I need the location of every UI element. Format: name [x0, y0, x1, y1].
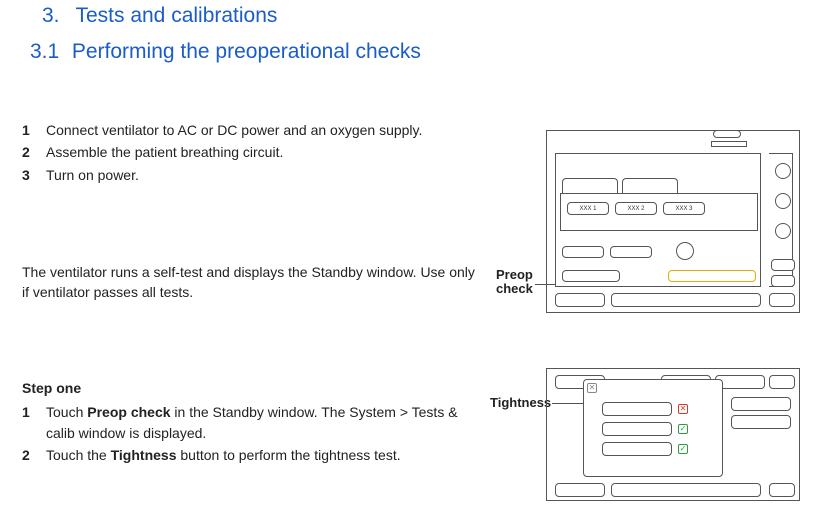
text-bold: Preop check	[87, 404, 170, 420]
diagram-tests-calib-window: ✕ ✕ ✓ ✓	[546, 368, 800, 501]
check-glyph: ✓	[680, 425, 687, 433]
dialog-panel: ✕ ✕ ✓ ✓	[583, 379, 723, 477]
check-glyph: ✓	[680, 445, 687, 453]
list-item: 2 Assemble the patient breathing circuit…	[22, 142, 482, 162]
hardware-button-icon	[775, 193, 791, 209]
test-row-button	[602, 442, 672, 456]
step-number: 2	[22, 142, 46, 162]
callout-preop-check: Preop check	[496, 268, 533, 295]
step-number: 1	[22, 402, 46, 443]
test-row-button	[602, 422, 672, 436]
step-text: Touch the Tightness button to perform th…	[46, 445, 482, 465]
screen-button	[562, 270, 620, 282]
text-post: button to perform the tightness test.	[176, 447, 400, 463]
step-number: 3	[22, 165, 46, 185]
callout-text: Tightness	[490, 395, 551, 410]
tab-button: XXX 1	[567, 202, 609, 215]
step-text: Touch Preop check in the Standby window.…	[46, 402, 482, 443]
screen-tab	[622, 178, 678, 194]
cross-glyph: ✕	[680, 405, 687, 413]
paragraph-text: The ventilator runs a self-test and disp…	[22, 262, 482, 303]
top-button	[769, 375, 795, 389]
step-text: Turn on power.	[46, 165, 482, 185]
text-pre: Touch	[46, 404, 87, 420]
text-bold: Tightness	[111, 447, 177, 463]
decoration-box	[713, 130, 741, 138]
status-pass-icon: ✓	[678, 424, 688, 434]
tab-button: XXX 2	[615, 202, 657, 215]
chapter-title: Tests and calibrations	[75, 4, 277, 27]
step-one-block: Step one 1 Touch Preop check in the Stan…	[22, 378, 482, 467]
step-one-heading: Step one	[22, 378, 482, 398]
section-title: Performing the preoperational checks	[72, 40, 421, 63]
step-number: 2	[22, 445, 46, 465]
selftest-paragraph: The ventilator runs a self-test and disp…	[22, 254, 482, 303]
list-item: 1 Touch Preop check in the Standby windo…	[22, 402, 482, 443]
bottom-button	[555, 293, 605, 307]
section-heading: 3.1 Performing the preoperational checks	[30, 40, 421, 64]
screen-field	[562, 246, 604, 258]
initial-steps-list: 1 Connect ventilator to AC or DC power a…	[22, 120, 482, 185]
preop-check-button	[668, 270, 756, 282]
list-item: 1 Connect ventilator to AC or DC power a…	[22, 120, 482, 140]
decoration-box	[711, 141, 747, 147]
step-one-list: 1 Touch Preop check in the Standby windo…	[22, 402, 482, 465]
side-field	[731, 415, 791, 429]
list-item: 2 Touch the Tightness button to perform …	[22, 445, 482, 465]
initial-steps-block: 1 Connect ventilator to AC or DC power a…	[22, 120, 482, 187]
callout-tightness: Tightness	[490, 396, 551, 410]
bottom-bar	[611, 293, 761, 307]
bottom-button	[555, 483, 605, 497]
chapter-heading: 3. Tests and calibrations	[42, 4, 277, 28]
callout-line2: check	[496, 281, 533, 296]
cross-glyph: ✕	[589, 384, 596, 392]
diagram-standby-window: XXX 1 XXX 2 XXX 3	[546, 130, 800, 313]
section-number: 3.1	[30, 40, 66, 64]
bottom-button	[769, 483, 795, 497]
bottom-bar	[611, 483, 761, 497]
screen-panel: XXX 1 XXX 2 XXX 3	[555, 153, 761, 287]
step-text: Connect ventilator to AC or DC power and…	[46, 120, 482, 140]
close-icon: ✕	[587, 383, 597, 393]
tab-button: XXX 3	[663, 202, 705, 215]
tab-panel: XXX 1 XXX 2 XXX 3	[560, 193, 758, 231]
list-item: 3 Turn on power.	[22, 165, 482, 185]
hardware-button-icon	[775, 223, 791, 239]
step-text: Assemble the patient breathing circuit.	[46, 142, 482, 162]
screen-tab	[562, 178, 618, 194]
text-pre: Touch the	[46, 447, 111, 463]
hardware-button	[771, 259, 795, 271]
screen-knob-icon	[676, 242, 694, 260]
screen-field	[610, 246, 652, 258]
status-pass-icon: ✓	[678, 444, 688, 454]
chapter-number: 3.	[42, 4, 70, 28]
side-field	[731, 397, 791, 411]
tightness-button	[602, 402, 672, 416]
step-number: 1	[22, 120, 46, 140]
status-fail-icon: ✕	[678, 404, 688, 414]
hardware-button	[771, 275, 795, 287]
hardware-button-icon	[775, 163, 791, 179]
bottom-button	[769, 293, 795, 307]
